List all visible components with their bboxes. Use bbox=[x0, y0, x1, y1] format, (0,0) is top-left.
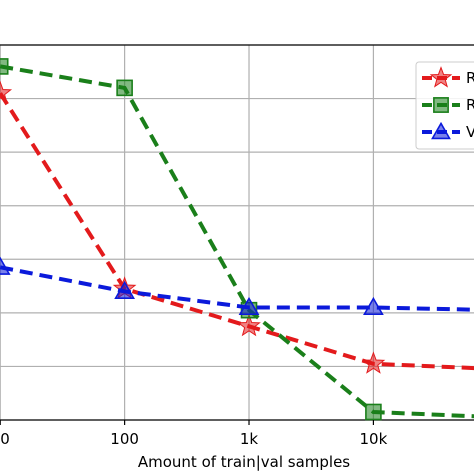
legend-marker bbox=[429, 66, 453, 88]
legend-label: V bbox=[466, 123, 474, 141]
series-line bbox=[0, 265, 474, 312]
x-axis-label: Amount of train|val samples bbox=[138, 453, 350, 471]
data-point bbox=[237, 313, 261, 337]
series-line bbox=[0, 92, 474, 371]
data-point bbox=[116, 79, 133, 97]
plot-frame bbox=[0, 44, 474, 421]
legend-entry: R bbox=[422, 96, 474, 114]
series-2 bbox=[0, 256, 474, 316]
data-point bbox=[361, 351, 386, 374]
x-tick-label: 100 bbox=[110, 430, 139, 448]
data-point bbox=[114, 280, 135, 299]
legend-marker bbox=[431, 121, 451, 140]
x-tick-label: 10k bbox=[360, 430, 388, 448]
legend-entry: V bbox=[422, 121, 474, 141]
series-0 bbox=[0, 80, 474, 374]
data-point bbox=[363, 296, 384, 316]
data-point bbox=[0, 80, 13, 104]
legend-entry: R bbox=[422, 66, 474, 88]
data-point bbox=[238, 296, 260, 316]
data-point bbox=[0, 58, 9, 75]
x-axis: 10 100 1k 10k bbox=[0, 420, 388, 448]
legend-label: R bbox=[466, 96, 474, 114]
legend-marker bbox=[433, 97, 449, 113]
x-tick-label: 10 bbox=[0, 430, 10, 448]
series-1 bbox=[0, 58, 474, 421]
x-tick-label: 1k bbox=[240, 430, 259, 448]
data-point bbox=[365, 403, 382, 421]
legend-label: R bbox=[466, 69, 474, 87]
legend: RRV bbox=[415, 61, 474, 150]
series-layer bbox=[0, 58, 474, 421]
data-point bbox=[0, 256, 11, 275]
